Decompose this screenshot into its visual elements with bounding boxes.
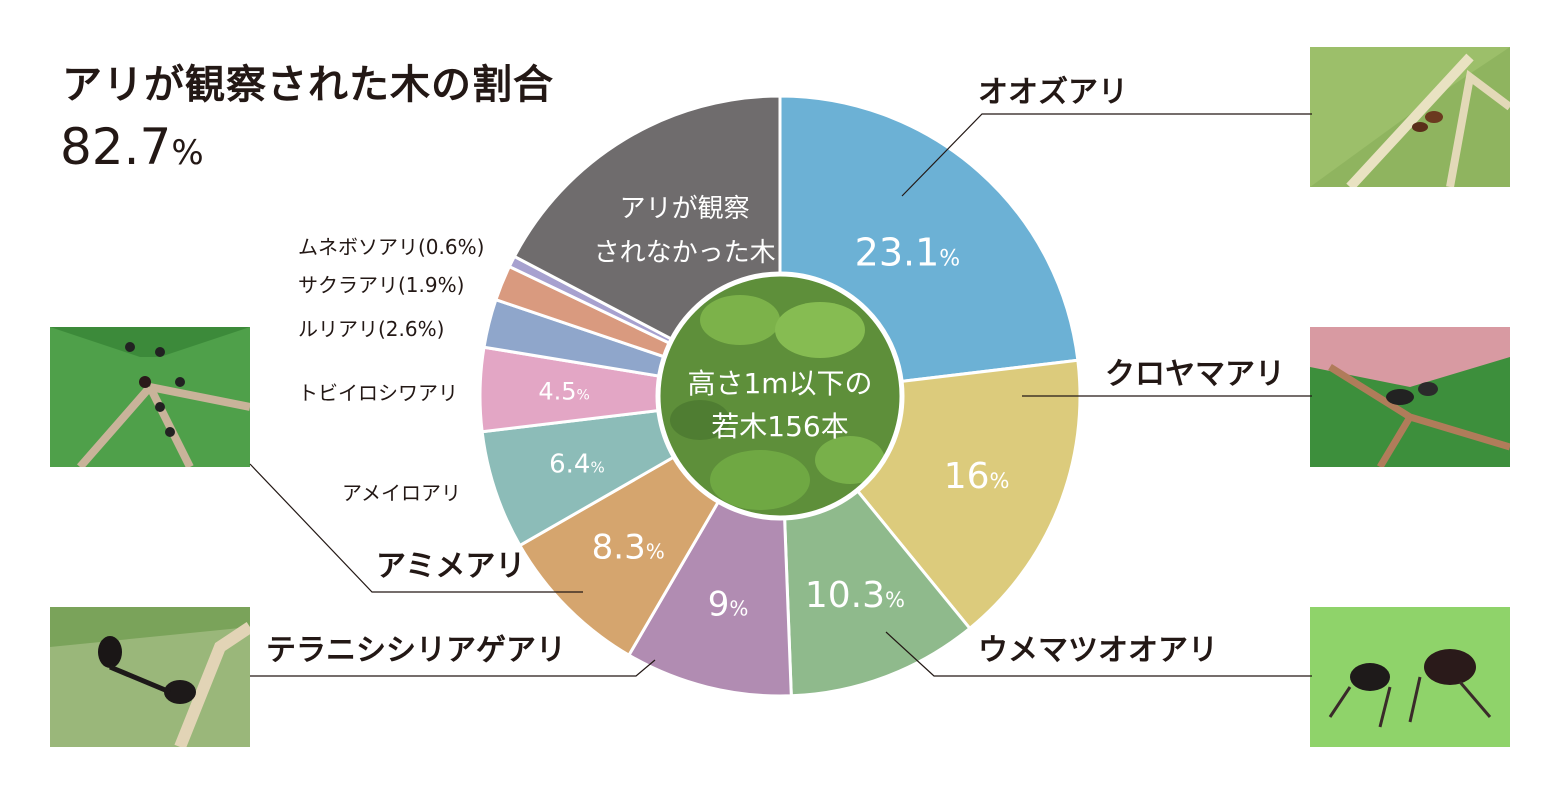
center-label-line1: 高さ1m以下の xyxy=(687,367,872,400)
series-name-label-2: ウメマツオオアリ xyxy=(978,633,1218,668)
slice-value-unit-3: % xyxy=(729,597,748,621)
slice-value-unit-5: % xyxy=(590,459,604,477)
gray-slice-label-line-0: アリが観察 xyxy=(620,194,750,224)
photo-kuroyamaari xyxy=(1310,327,1510,467)
center-label-line2: 若木156本 xyxy=(711,410,848,443)
photo-ozuari xyxy=(1310,47,1510,187)
series-name-label-5: アメイロアリ xyxy=(342,481,461,505)
leader-line-0 xyxy=(901,113,1312,197)
gray-slice-label-line-1: されなかった木 xyxy=(594,238,776,268)
observed-rate-value: 82.7 xyxy=(60,118,172,176)
slice-value-unit-1: % xyxy=(990,469,1010,493)
series-name-label-0: オオズアリ xyxy=(978,75,1128,110)
observed-rate: 82.7% xyxy=(60,118,204,176)
series-name-label-6: トビイロシワアリ xyxy=(298,381,458,405)
observed-rate-unit: % xyxy=(171,133,204,173)
series-name-label-4: アミメアリ xyxy=(376,549,525,584)
leader-line-4 xyxy=(249,463,583,593)
photo-teranishishiriageari xyxy=(50,607,250,747)
slice-value-unit-6: % xyxy=(577,388,590,404)
leader-line-2 xyxy=(885,631,1312,677)
series-name-label-1: クロヤマアリ xyxy=(1105,357,1285,392)
photo-amimeari xyxy=(50,327,250,467)
slice-value-unit-2: % xyxy=(885,588,905,612)
center-photo xyxy=(658,274,902,518)
chart-title: アリが観察された木の割合 xyxy=(62,62,554,108)
slice-value-label-5: 6.4% xyxy=(549,450,605,480)
series-name-label-9: ムネボソアリ(0.6%) xyxy=(298,235,484,259)
slice-value-unit-0: % xyxy=(939,247,960,272)
series-name-label-3: テラニシシリアゲアリ xyxy=(266,633,566,668)
slice-value-unit-4: % xyxy=(646,540,665,564)
series-name-label-8: サクラアリ(1.9%) xyxy=(298,273,464,297)
leader-line-3 xyxy=(250,659,656,677)
photo-umematsuooari xyxy=(1310,607,1510,747)
series-name-label-7: ルリアリ(2.6%) xyxy=(298,317,444,341)
